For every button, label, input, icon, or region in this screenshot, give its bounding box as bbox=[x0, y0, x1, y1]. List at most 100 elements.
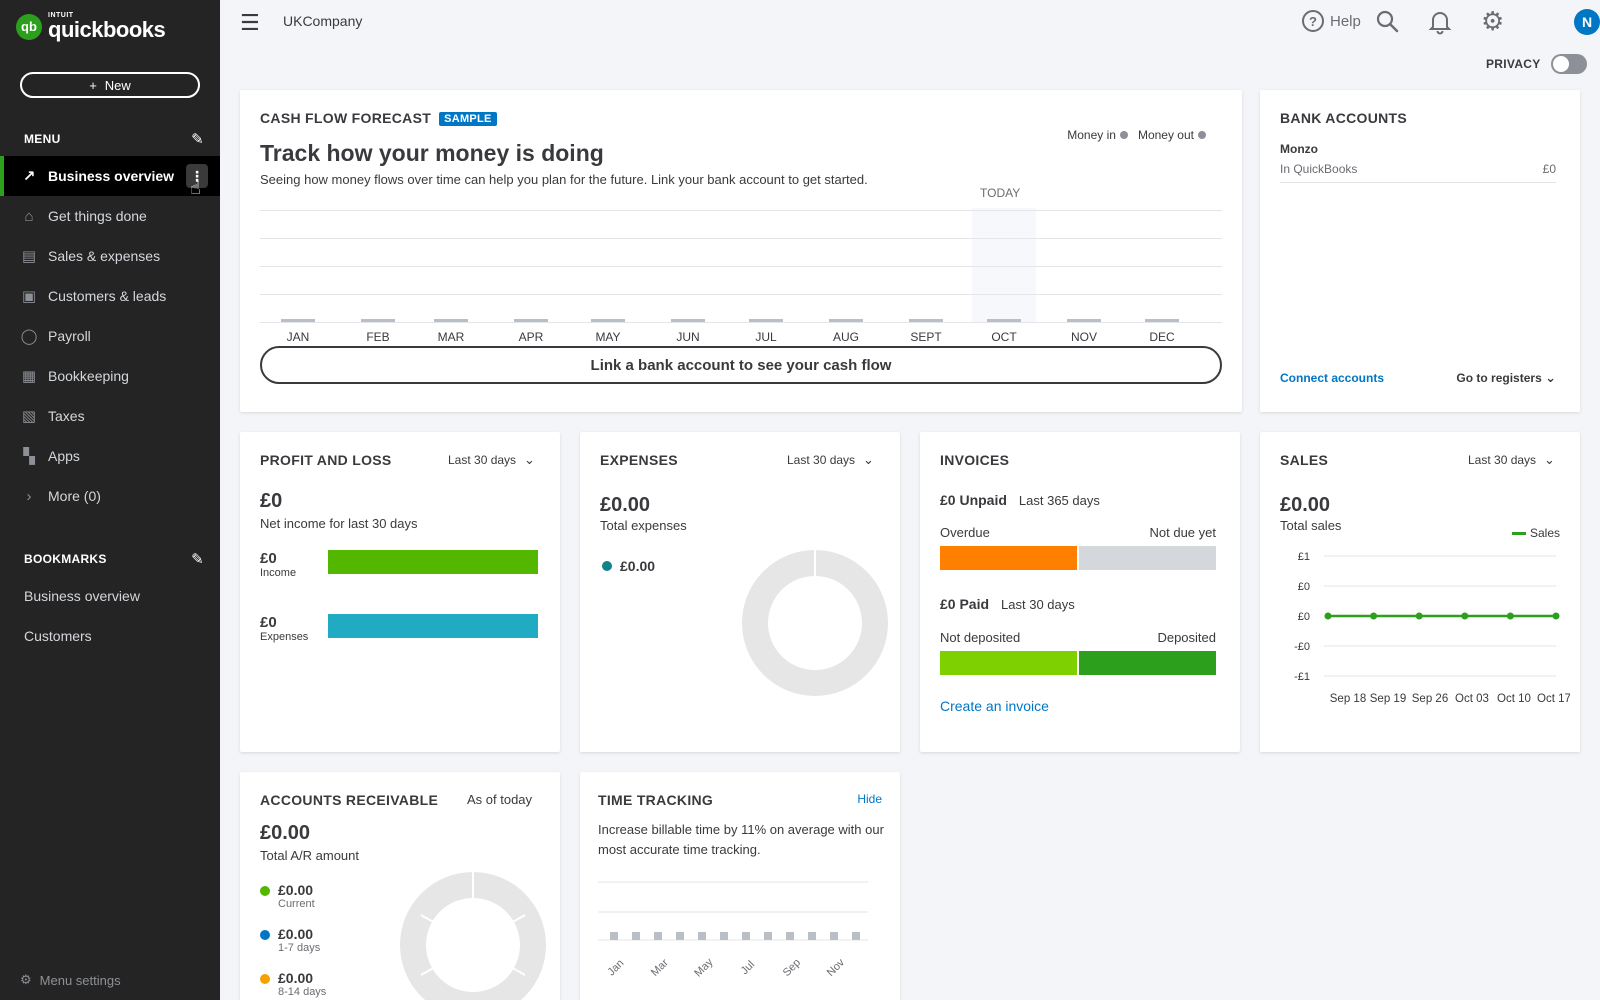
edit-menu-pencil-icon[interactable]: ✎ bbox=[191, 131, 204, 148]
sales-data-point[interactable] bbox=[1370, 612, 1378, 620]
not-deposited-bar[interactable] bbox=[940, 651, 1077, 675]
sidebar-item-more-0[interactable]: › More (0) bbox=[0, 476, 220, 516]
ar-donut-chart[interactable] bbox=[398, 870, 548, 1000]
sidebar-item-business-overview[interactable]: ↗ Business overview ⋮ ☝ bbox=[0, 156, 220, 198]
invoices-card: INVOICES £0 Unpaid Last 365 days Overdue … bbox=[920, 432, 1240, 752]
sales-data-point[interactable] bbox=[1506, 612, 1514, 620]
sidebar-item-customers-leads[interactable]: ▣ Customers & leads bbox=[0, 276, 220, 316]
tt-bar bbox=[830, 932, 838, 940]
help-button[interactable]: ? Help bbox=[1302, 10, 1361, 32]
chart-line-icon: ↗ bbox=[22, 168, 36, 185]
sales-data-point[interactable] bbox=[1461, 612, 1469, 620]
sidebar-item-bookkeeping[interactable]: ▦ Bookkeeping bbox=[0, 356, 220, 396]
cash-flow-headline: Track how your money is doing bbox=[260, 140, 604, 166]
quickbooks-logo[interactable]: qb INTUIT quickbooks bbox=[16, 12, 166, 41]
link-bank-account-button[interactable]: Link a bank account to see your cash flo… bbox=[260, 346, 1222, 384]
tt-month-label: Nov bbox=[825, 956, 848, 979]
sales-x-tick: Oct 03 bbox=[1455, 693, 1489, 705]
expense-category-value: £0.00 bbox=[620, 558, 656, 574]
bookmark-business-overview[interactable]: Business overview bbox=[24, 588, 140, 604]
ar-current-item[interactable]: £0.00 Current bbox=[260, 882, 315, 910]
expenses-donut-chart[interactable] bbox=[740, 548, 890, 698]
income-bar[interactable] bbox=[328, 550, 538, 574]
cash-flow-bar[interactable] bbox=[909, 319, 943, 322]
sales-y-tick: £1 bbox=[1298, 551, 1310, 563]
sidebar-item-get-things-done[interactable]: ⌂ Get things done bbox=[0, 196, 220, 236]
menu-settings-link[interactable]: ⚙ Menu settings bbox=[20, 972, 121, 988]
sales-x-tick: Oct 17 bbox=[1537, 693, 1570, 705]
privacy-label: PRIVACY bbox=[1486, 57, 1541, 71]
cash-flow-bar[interactable] bbox=[829, 319, 863, 322]
sales-data-point[interactable] bbox=[1415, 612, 1423, 620]
income-row[interactable]: £0 Income bbox=[260, 550, 538, 579]
search-icon[interactable] bbox=[1375, 9, 1399, 33]
bank-account-name[interactable]: Monzo bbox=[1280, 142, 1318, 156]
connect-accounts-link[interactable]: Connect accounts bbox=[1280, 371, 1385, 385]
expenses-period-dropdown[interactable]: Last 30 days ⌄ bbox=[787, 452, 874, 467]
grid-line bbox=[260, 322, 1222, 323]
sidebar-item-apps[interactable]: ▚ Apps bbox=[0, 436, 220, 476]
chevron-down-icon: ⌄ bbox=[1544, 452, 1555, 467]
not-deposited-label: Not deposited bbox=[940, 630, 1021, 645]
sales-line-chart[interactable]: £1 £0 £0 -£0 -£1 Sep 18 Sep 19 Sep 26 Oct 03 Oct … bbox=[1280, 542, 1570, 722]
tt-bar bbox=[764, 932, 772, 940]
chevron-down-icon: ⌄ bbox=[863, 452, 874, 467]
accounts-receivable-card: ACCOUNTS RECEIVABLE As of today £0.00 To… bbox=[240, 772, 560, 1000]
sidebar-item-label: Customers & leads bbox=[48, 288, 167, 304]
menu-settings-label: Menu settings bbox=[39, 972, 121, 988]
cash-flow-bar[interactable] bbox=[1067, 319, 1101, 322]
person-icon: ◯ bbox=[20, 328, 38, 345]
kebab-menu-icon[interactable]: ⋮ bbox=[186, 164, 208, 188]
expenses-label: Expenses bbox=[260, 631, 309, 643]
hamburger-menu-icon[interactable]: ☰ bbox=[240, 10, 260, 35]
bookmark-customers[interactable]: Customers bbox=[24, 628, 92, 644]
ar-1-7-item[interactable]: £0.00 1-7 days bbox=[260, 926, 320, 954]
tt-bar bbox=[742, 932, 750, 940]
cash-flow-bar[interactable] bbox=[671, 319, 705, 322]
cash-flow-bar[interactable] bbox=[987, 319, 1021, 322]
cash-flow-bar[interactable] bbox=[281, 319, 315, 322]
sidebar-item-sales-expenses[interactable]: ▤ Sales & expenses bbox=[0, 236, 220, 276]
cash-flow-bar[interactable] bbox=[361, 319, 395, 322]
month-label: OCT bbox=[991, 330, 1017, 344]
today-highlight bbox=[972, 208, 1036, 322]
expense-dot-icon bbox=[602, 561, 612, 571]
sales-y-tick: £0 bbox=[1298, 581, 1310, 593]
profit-loss-period-dropdown[interactable]: Last 30 days ⌄ bbox=[448, 452, 535, 467]
sales-period-dropdown[interactable]: Last 30 days ⌄ bbox=[1468, 452, 1555, 467]
overdue-bar[interactable] bbox=[940, 546, 1077, 570]
cash-flow-bar[interactable] bbox=[749, 319, 783, 322]
cash-flow-bar[interactable] bbox=[514, 319, 548, 322]
ar-1-7-dot-icon bbox=[260, 930, 270, 940]
edit-bookmarks-pencil-icon[interactable]: ✎ bbox=[191, 551, 204, 568]
cash-flow-bar[interactable] bbox=[1145, 319, 1179, 322]
sales-data-point[interactable] bbox=[1324, 612, 1332, 620]
cash-flow-bar[interactable] bbox=[434, 319, 468, 322]
privacy-toggle[interactable] bbox=[1550, 54, 1587, 74]
sidebar-item-payroll[interactable]: ◯ Payroll bbox=[0, 316, 220, 356]
tt-month-label: May bbox=[692, 956, 716, 980]
month-label: APR bbox=[518, 330, 544, 344]
hide-time-tracking-link[interactable]: Hide bbox=[857, 792, 882, 806]
sales-data-point[interactable] bbox=[1552, 612, 1560, 620]
cash-flow-bar[interactable] bbox=[591, 319, 625, 322]
grid-line bbox=[260, 266, 1222, 267]
total-sales-value: £0.00 bbox=[1280, 494, 1331, 516]
bell-icon[interactable] bbox=[1428, 9, 1452, 35]
expenses-bar[interactable] bbox=[328, 614, 538, 638]
expense-category-item[interactable]: £0.00 bbox=[602, 558, 655, 574]
tt-month-label: Jan bbox=[605, 957, 626, 978]
sidebar-item-taxes[interactable]: ▧ Taxes bbox=[0, 396, 220, 436]
deposited-bar[interactable] bbox=[1079, 651, 1216, 675]
create-invoice-link[interactable]: Create an invoice bbox=[940, 698, 1049, 714]
ar-8-14-item[interactable]: £0.00 8-14 days bbox=[260, 970, 326, 998]
user-avatar[interactable]: N bbox=[1574, 9, 1600, 35]
total-sales-label: Total sales bbox=[1280, 518, 1342, 533]
apps-grid-icon: ▚ bbox=[23, 448, 35, 465]
cash-flow-card: CASH FLOW FORECAST SAMPLE Money in Money … bbox=[240, 90, 1242, 412]
not-due-bar[interactable] bbox=[1079, 546, 1216, 570]
go-to-registers-dropdown[interactable]: Go to registers ⌄ bbox=[1456, 370, 1556, 385]
new-button[interactable]: + New bbox=[20, 72, 200, 98]
settings-gear-icon[interactable]: ⚙ bbox=[1481, 6, 1505, 36]
expenses-row[interactable]: £0 Expenses bbox=[260, 614, 538, 643]
